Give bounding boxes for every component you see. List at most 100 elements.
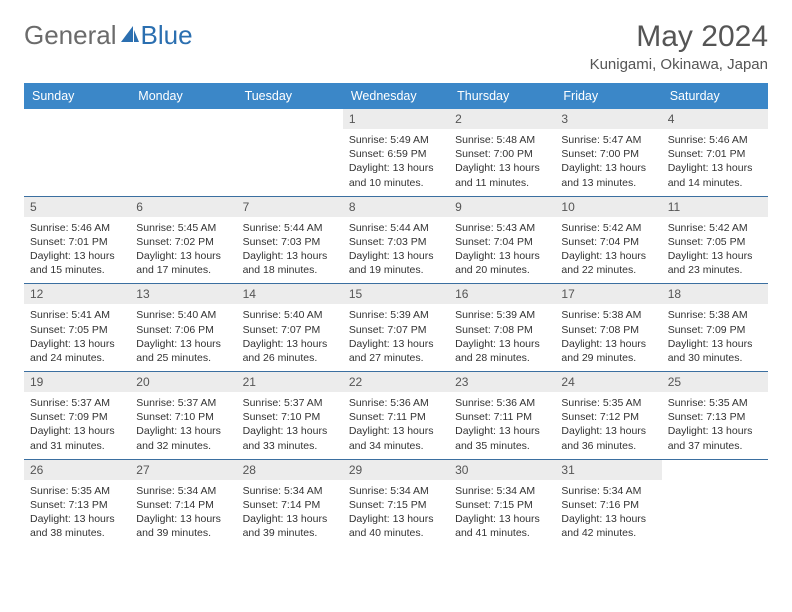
day-details: Sunrise: 5:36 AMSunset: 7:11 PMDaylight:… [343,392,449,459]
weekday-header-row: Sunday Monday Tuesday Wednesday Thursday… [24,83,768,109]
calendar-day-cell: 15Sunrise: 5:39 AMSunset: 7:07 PMDayligh… [343,284,449,372]
day-number [662,460,768,466]
sunrise-text: Sunrise: 5:34 AM [136,484,230,498]
day-number: 20 [130,372,236,392]
day-number: 31 [555,460,661,480]
day-details: Sunrise: 5:45 AMSunset: 7:02 PMDaylight:… [130,217,236,284]
calendar-day-cell: 29Sunrise: 5:34 AMSunset: 7:15 PMDayligh… [343,459,449,546]
sunset-text: Sunset: 7:05 PM [668,235,762,249]
sunrise-text: Sunrise: 5:35 AM [30,484,124,498]
sunrise-text: Sunrise: 5:35 AM [561,396,655,410]
sunrise-text: Sunrise: 5:34 AM [455,484,549,498]
day-number: 2 [449,109,555,129]
sunset-text: Sunset: 7:11 PM [349,410,443,424]
brand-part1: General [24,20,117,51]
daylight-text: Daylight: 13 hours and 38 minutes. [30,512,124,540]
daylight-text: Daylight: 13 hours and 33 minutes. [243,424,337,452]
sunset-text: Sunset: 7:09 PM [668,323,762,337]
sunset-text: Sunset: 7:01 PM [30,235,124,249]
day-details: Sunrise: 5:49 AMSunset: 6:59 PMDaylight:… [343,129,449,196]
daylight-text: Daylight: 13 hours and 19 minutes. [349,249,443,277]
sunrise-text: Sunrise: 5:38 AM [668,308,762,322]
calendar-day-cell: 5Sunrise: 5:46 AMSunset: 7:01 PMDaylight… [24,196,130,284]
daylight-text: Daylight: 13 hours and 17 minutes. [136,249,230,277]
daylight-text: Daylight: 13 hours and 24 minutes. [30,337,124,365]
brand-logo: General Blue [24,20,193,51]
calendar-day-cell: 3Sunrise: 5:47 AMSunset: 7:00 PMDaylight… [555,109,661,196]
day-number: 28 [237,460,343,480]
day-details: Sunrise: 5:38 AMSunset: 7:08 PMDaylight:… [555,304,661,371]
weekday-header: Monday [130,83,236,109]
sunset-text: Sunset: 7:10 PM [243,410,337,424]
day-number: 15 [343,284,449,304]
day-details: Sunrise: 5:37 AMSunset: 7:10 PMDaylight:… [130,392,236,459]
calendar-day-cell: 24 Sunrise: 5:35 AMSunset: 7:12 PMDayligh… [555,372,661,460]
sunset-text: Sunset: 7:03 PM [243,235,337,249]
daylight-text: Daylight: 13 hours and 28 minutes. [455,337,549,365]
day-number: 10 [555,197,661,217]
day-details: Sunrise: 5:34 AMSunset: 7:14 PMDaylight:… [130,480,236,547]
day-number: 11 [662,197,768,217]
day-number: 24 [555,372,661,392]
day-number: 23 [449,372,555,392]
sunset-text: Sunset: 6:59 PM [349,147,443,161]
sunrise-text: Sunrise: 5:39 AM [349,308,443,322]
sunrise-text: Sunrise: 5:44 AM [243,221,337,235]
sunrise-text: Sunrise: 5:48 AM [455,133,549,147]
sunset-text: Sunset: 7:16 PM [561,498,655,512]
daylight-text: Daylight: 13 hours and 26 minutes. [243,337,337,365]
sunrise-text: Sunrise: 5:34 AM [561,484,655,498]
day-details: Sunrise: 5:38 AMSunset: 7:09 PMDaylight:… [662,304,768,371]
calendar-body: 1Sunrise: 5:49 AMSunset: 6:59 PMDaylight… [24,109,768,546]
calendar-day-cell [662,459,768,546]
daylight-text: Daylight: 13 hours and 11 minutes. [455,161,549,189]
calendar-day-cell: 10Sunrise: 5:42 AMSunset: 7:04 PMDayligh… [555,196,661,284]
sunrise-text: Sunrise: 5:41 AM [30,308,124,322]
calendar-day-cell: 9Sunrise: 5:43 AMSunset: 7:04 PMDaylight… [449,196,555,284]
weekday-header: Thursday [449,83,555,109]
day-number: 12 [24,284,130,304]
calendar-day-cell [130,109,236,196]
sunset-text: Sunset: 7:12 PM [561,410,655,424]
calendar-day-cell [237,109,343,196]
daylight-text: Daylight: 13 hours and 31 minutes. [30,424,124,452]
daylight-text: Daylight: 13 hours and 39 minutes. [243,512,337,540]
day-details: Sunrise: 5:48 AMSunset: 7:00 PMDaylight:… [449,129,555,196]
calendar-day-cell: 22Sunrise: 5:36 AMSunset: 7:11 PMDayligh… [343,372,449,460]
day-details: Sunrise: 5:39 AMSunset: 7:08 PMDaylight:… [449,304,555,371]
sunrise-text: Sunrise: 5:35 AM [668,396,762,410]
day-details: Sunrise: 5:43 AMSunset: 7:04 PMDaylight:… [449,217,555,284]
daylight-text: Daylight: 13 hours and 30 minutes. [668,337,762,365]
sunrise-text: Sunrise: 5:38 AM [561,308,655,322]
calendar-day-cell: 14Sunrise: 5:40 AMSunset: 7:07 PMDayligh… [237,284,343,372]
calendar-day-cell: 27Sunrise: 5:34 AMSunset: 7:14 PMDayligh… [130,459,236,546]
calendar-day-cell: 17Sunrise: 5:38 AMSunset: 7:08 PMDayligh… [555,284,661,372]
day-details: Sunrise: 5:46 AMSunset: 7:01 PMDaylight:… [24,217,130,284]
daylight-text: Daylight: 13 hours and 40 minutes. [349,512,443,540]
day-details: Sunrise: 5:41 AMSunset: 7:05 PMDaylight:… [24,304,130,371]
calendar-day-cell: 7Sunrise: 5:44 AMSunset: 7:03 PMDaylight… [237,196,343,284]
sunset-text: Sunset: 7:15 PM [455,498,549,512]
daylight-text: Daylight: 13 hours and 42 minutes. [561,512,655,540]
sunset-text: Sunset: 7:13 PM [30,498,124,512]
sunset-text: Sunset: 7:10 PM [136,410,230,424]
daylight-text: Daylight: 13 hours and 36 minutes. [561,424,655,452]
day-number: 29 [343,460,449,480]
day-details: Sunrise: 5:34 AMSunset: 7:15 PMDaylight:… [449,480,555,547]
day-number [237,109,343,115]
calendar-day-cell: 31 Sunrise: 5:34 AMSunset: 7:16 PMDayligh… [555,459,661,546]
location-text: Kunigami, Okinawa, Japan [590,56,768,73]
day-details: Sunrise: 5:40 AMSunset: 7:07 PMDaylight:… [237,304,343,371]
sunrise-text: Sunrise: 5:37 AM [243,396,337,410]
daylight-text: Daylight: 13 hours and 27 minutes. [349,337,443,365]
daylight-text: Daylight: 13 hours and 37 minutes. [668,424,762,452]
daylight-text: Daylight: 13 hours and 15 minutes. [30,249,124,277]
title-block: May 2024 Kunigami, Okinawa, Japan [590,20,768,73]
daylight-text: Daylight: 13 hours and 23 minutes. [668,249,762,277]
daylight-text: Daylight: 13 hours and 35 minutes. [455,424,549,452]
day-number [130,109,236,115]
daylight-text: Daylight: 13 hours and 41 minutes. [455,512,549,540]
sunset-text: Sunset: 7:04 PM [561,235,655,249]
daylight-text: Daylight: 13 hours and 20 minutes. [455,249,549,277]
day-number: 14 [237,284,343,304]
